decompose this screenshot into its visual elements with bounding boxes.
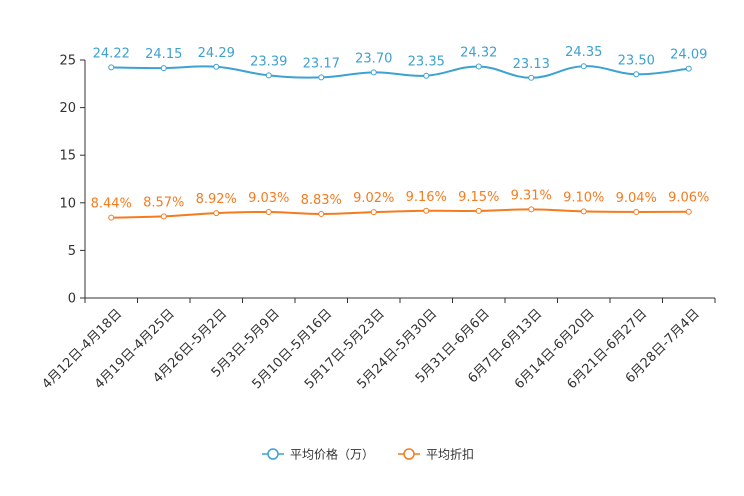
legend-item[interactable]: 平均折扣 xyxy=(398,447,474,462)
data-point[interactable] xyxy=(265,209,272,216)
series-layer xyxy=(108,63,692,221)
data-point[interactable] xyxy=(213,210,220,217)
legend-marker xyxy=(403,448,415,460)
data-label: 23.50 xyxy=(618,53,655,68)
data-point[interactable] xyxy=(685,65,692,72)
data-label: 23.39 xyxy=(250,54,287,69)
series-line-1 xyxy=(111,208,689,219)
data-label: 24.15 xyxy=(145,47,182,62)
data-label: 9.31% xyxy=(511,188,552,203)
series-line-0 xyxy=(111,65,689,79)
data-label: 8.57% xyxy=(143,195,184,210)
data-point[interactable] xyxy=(633,71,640,78)
data-point[interactable] xyxy=(160,65,167,72)
data-label: 9.02% xyxy=(353,191,394,206)
y-tick-label: 0 xyxy=(68,292,76,307)
legend-item[interactable]: 平均价格（万） xyxy=(262,447,374,462)
data-label: 8.83% xyxy=(301,193,342,208)
data-label: 23.35 xyxy=(408,55,445,70)
data-label: 9.16% xyxy=(406,190,447,205)
data-point[interactable] xyxy=(108,214,115,221)
data-label: 24.32 xyxy=(460,45,497,60)
axes: 05101520254月12日-4月18日4月19日-4月25日4月26日-5月… xyxy=(40,54,716,392)
data-point[interactable] xyxy=(265,72,272,79)
legend-label: 平均价格（万） xyxy=(290,447,374,462)
data-point[interactable] xyxy=(423,72,430,79)
data-point[interactable] xyxy=(475,207,482,214)
legend[interactable]: 平均价格（万） 平均折扣 xyxy=(262,447,474,462)
data-point[interactable] xyxy=(213,63,220,70)
data-point[interactable] xyxy=(685,208,692,215)
data-label: 9.03% xyxy=(248,191,289,206)
data-point[interactable] xyxy=(633,208,640,215)
data-label: 9.15% xyxy=(458,190,499,205)
y-tick-label: 5 xyxy=(68,244,76,259)
data-point[interactable] xyxy=(318,74,325,81)
legend-marker xyxy=(267,448,279,460)
data-point[interactable] xyxy=(370,209,377,216)
data-label: 9.04% xyxy=(616,191,657,206)
data-label: 8.44% xyxy=(91,197,132,212)
y-tick-label: 15 xyxy=(59,149,76,164)
data-label: 9.10% xyxy=(563,190,604,205)
data-label: 8.92% xyxy=(196,192,237,207)
data-labels: 24.22 24.15 24.29 23.39 23.17 23.70 23.35 24.32… xyxy=(91,45,710,211)
y-tick-label: 10 xyxy=(59,196,76,211)
data-label: 9.06% xyxy=(668,191,709,206)
data-label: 23.17 xyxy=(303,56,340,71)
legend-label: 平均折扣 xyxy=(426,447,474,462)
data-point[interactable] xyxy=(318,210,325,217)
data-label: 23.70 xyxy=(355,51,392,66)
data-point[interactable] xyxy=(528,74,535,81)
data-point[interactable] xyxy=(580,208,587,215)
data-label: 24.29 xyxy=(198,46,235,61)
data-point[interactable] xyxy=(423,207,430,214)
data-point[interactable] xyxy=(160,213,167,220)
data-point[interactable] xyxy=(108,64,115,71)
y-tick-label: 25 xyxy=(59,54,76,69)
y-tick-label: 20 xyxy=(59,101,76,116)
data-label: 24.22 xyxy=(93,46,130,61)
data-point[interactable] xyxy=(528,206,535,213)
data-label: 24.35 xyxy=(565,45,602,60)
data-point[interactable] xyxy=(580,63,587,70)
data-label: 23.13 xyxy=(513,57,550,72)
data-point[interactable] xyxy=(475,63,482,70)
data-point[interactable] xyxy=(370,69,377,76)
data-label: 24.09 xyxy=(670,48,707,63)
